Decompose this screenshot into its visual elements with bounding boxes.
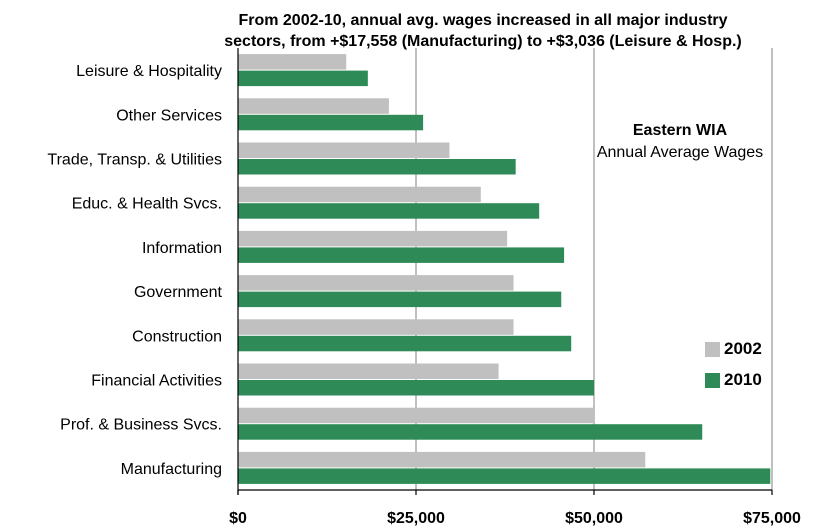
- x-tick-label-3: $75,000: [743, 510, 801, 527]
- bar-2010-2: [238, 159, 516, 175]
- bar-2010-1: [238, 114, 424, 131]
- category-label-3: Educ. & Health Svcs.: [72, 196, 222, 213]
- x-tick-label-1: $25,000: [387, 510, 445, 527]
- bar-2010-8: [238, 424, 703, 440]
- category-label-5: Government: [134, 284, 223, 301]
- bar-2002-9: [238, 451, 646, 468]
- bar-2010-6: [238, 335, 572, 352]
- chart-title-line-1: From 2002-10, annual avg. wages increase…: [238, 12, 728, 29]
- bar-2002-5: [238, 275, 514, 291]
- legend-box: Eastern WIA Annual Average Wages: [590, 120, 770, 164]
- bar-2002-4: [238, 230, 508, 247]
- chart-title-line-2: sectors, from +$17,558 (Manufacturing) t…: [224, 33, 742, 50]
- bar-2010-5: [238, 291, 562, 308]
- bar-2010-0: [238, 70, 368, 87]
- bar-2010-7: [238, 380, 594, 396]
- category-label-0: Leisure & Hospitality: [76, 63, 222, 80]
- legend-label-2002: 2002: [724, 339, 762, 358]
- bar-2002-2: [238, 142, 450, 158]
- bar-2010-9: [238, 468, 771, 484]
- legend-subtitle: Annual Average Wages: [596, 144, 764, 161]
- chart-title: From 2002-10, annual avg. wages increase…: [150, 10, 816, 52]
- bar-2002-0: [238, 54, 347, 70]
- x-tick-label-0: $0: [229, 510, 247, 527]
- legend-entry-2002: 2002: [705, 339, 762, 359]
- category-label-1: Other Services: [116, 107, 222, 124]
- bar-2010-3: [238, 203, 540, 219]
- x-tick-label-2: $50,000: [565, 510, 623, 527]
- category-label-7: Financial Activities: [91, 373, 222, 390]
- bar-2002-7: [238, 363, 499, 379]
- bar-2002-6: [238, 319, 514, 335]
- category-label-9: Manufacturing: [121, 461, 222, 478]
- category-label-2: Trade, Transp. & Utilities: [47, 152, 222, 169]
- legend-label-2010: 2010: [724, 370, 762, 389]
- legend-swatch-2002: [705, 341, 720, 357]
- bar-2002-8: [238, 407, 594, 424]
- legend-heading: Eastern WIA: [632, 122, 728, 139]
- bar-2010-4: [238, 247, 565, 263]
- legend-swatch-2010: [705, 372, 720, 388]
- category-label-6: Construction: [132, 328, 222, 345]
- category-label-4: Information: [142, 240, 222, 257]
- bar-2002-1: [238, 98, 389, 114]
- legend-entry-2010: 2010: [705, 370, 762, 390]
- bar-2002-3: [238, 186, 481, 203]
- category-label-8: Prof. & Business Svcs.: [60, 417, 222, 434]
